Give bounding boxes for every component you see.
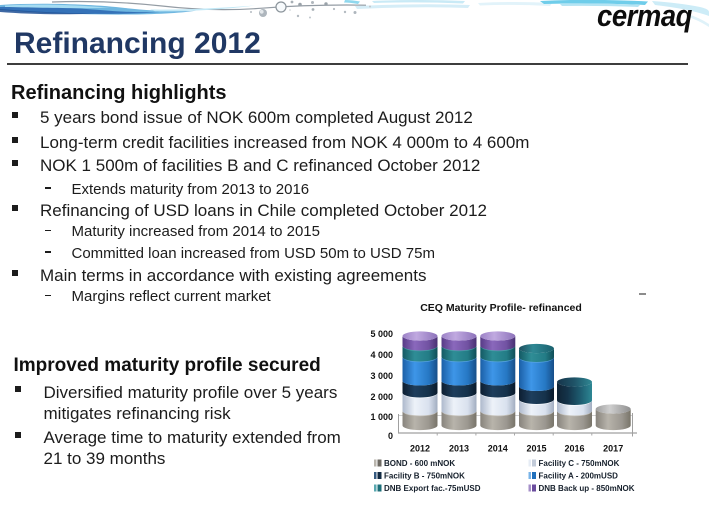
svg-text:2017: 2017 — [603, 444, 623, 454]
svg-text:5 000: 5 000 — [370, 329, 393, 339]
svg-text:DNB Export fac.-75mUSD: DNB Export fac.-75mUSD — [384, 484, 481, 493]
svg-text:DNB Back up - 850mNOK: DNB Back up - 850mNOK — [539, 484, 635, 493]
svg-text:2015: 2015 — [526, 444, 546, 454]
svg-text:3 000: 3 000 — [370, 371, 393, 381]
svg-text:Facility B - 750mNOK: Facility B - 750mNOK — [384, 472, 465, 481]
svg-text:2012: 2012 — [410, 444, 430, 454]
svg-text:2014: 2014 — [488, 444, 508, 454]
svg-text:4 000: 4 000 — [370, 350, 393, 360]
svg-text:BOND - 600 mNOK: BOND - 600 mNOK — [384, 459, 455, 468]
svg-text:Facility A - 200mUSD: Facility A - 200mUSD — [539, 472, 619, 481]
svg-text:2 000: 2 000 — [370, 392, 393, 402]
svg-text:1 000: 1 000 — [370, 412, 393, 422]
svg-text:0: 0 — [388, 431, 393, 441]
svg-text:2016: 2016 — [564, 444, 584, 454]
svg-text:2013: 2013 — [449, 444, 469, 454]
svg-text:CEQ Maturity Profile- refinanc: CEQ Maturity Profile- refinanced — [420, 302, 582, 314]
svg-text:Facility C - 750mNOK: Facility C - 750mNOK — [539, 459, 620, 468]
